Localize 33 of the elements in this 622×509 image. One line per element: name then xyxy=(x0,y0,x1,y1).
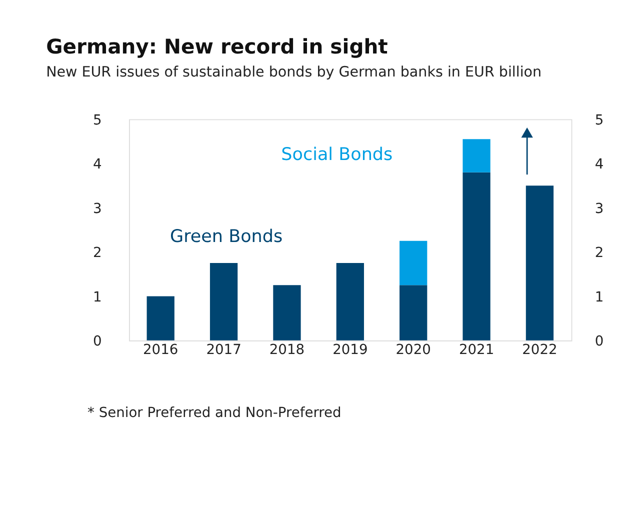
y-tick-label: 0 xyxy=(93,333,102,350)
bar xyxy=(210,263,238,340)
x-tick-label: 2019 xyxy=(332,342,368,358)
y-tick-label: 1 xyxy=(93,289,102,306)
x-tick-label: 2020 xyxy=(396,342,431,358)
text: Social Bonds xyxy=(281,145,393,166)
bar xyxy=(400,285,428,340)
y2-tick-label: 1 xyxy=(594,289,604,306)
x-tick-label: 2016 xyxy=(143,342,178,358)
y2-tick-label: 4 xyxy=(594,156,604,173)
text: * Senior Preferred and Non-Preferred xyxy=(88,404,342,421)
chart-title: Germany: New record in sight xyxy=(46,34,388,58)
y-tick-label: 4 xyxy=(93,156,102,173)
y2-tick-label: 3 xyxy=(594,200,604,217)
bar xyxy=(146,296,174,340)
y2-tick-label: 2 xyxy=(594,245,604,262)
bar xyxy=(273,285,301,340)
bar xyxy=(462,172,490,340)
chart-subtitle: New EUR issues of sustainable bonds by German banks in EUR billion xyxy=(46,64,542,80)
series-label: Green Bonds xyxy=(170,227,283,248)
x-tick-label: 2021 xyxy=(458,342,494,358)
x-tick-label: 2018 xyxy=(269,342,305,358)
bar xyxy=(462,139,490,172)
y-tick-label: 3 xyxy=(93,200,102,217)
bar xyxy=(336,263,364,340)
y2-tick-label: 0 xyxy=(594,333,604,350)
y2-tick-label: 5 xyxy=(594,112,604,128)
bar xyxy=(400,240,428,286)
bar xyxy=(526,186,554,340)
y-tick-label: 2 xyxy=(93,245,102,262)
x-tick-label: 2022 xyxy=(522,342,558,358)
x-tick-label: 2017 xyxy=(206,342,242,358)
y-tick-label: 5 xyxy=(93,112,102,128)
